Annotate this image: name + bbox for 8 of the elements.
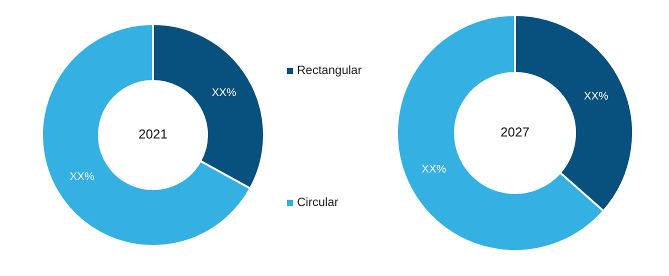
legend-label: Rectangular <box>297 63 362 78</box>
legend-label: Circular <box>297 195 338 210</box>
text: 2021 <box>138 126 168 142</box>
data-label: XX% <box>212 86 236 99</box>
data-label: XX% <box>70 170 94 183</box>
text: 2027 <box>500 124 530 140</box>
data-label: XX% <box>584 90 609 102</box>
data-label: XX% <box>422 164 446 176</box>
